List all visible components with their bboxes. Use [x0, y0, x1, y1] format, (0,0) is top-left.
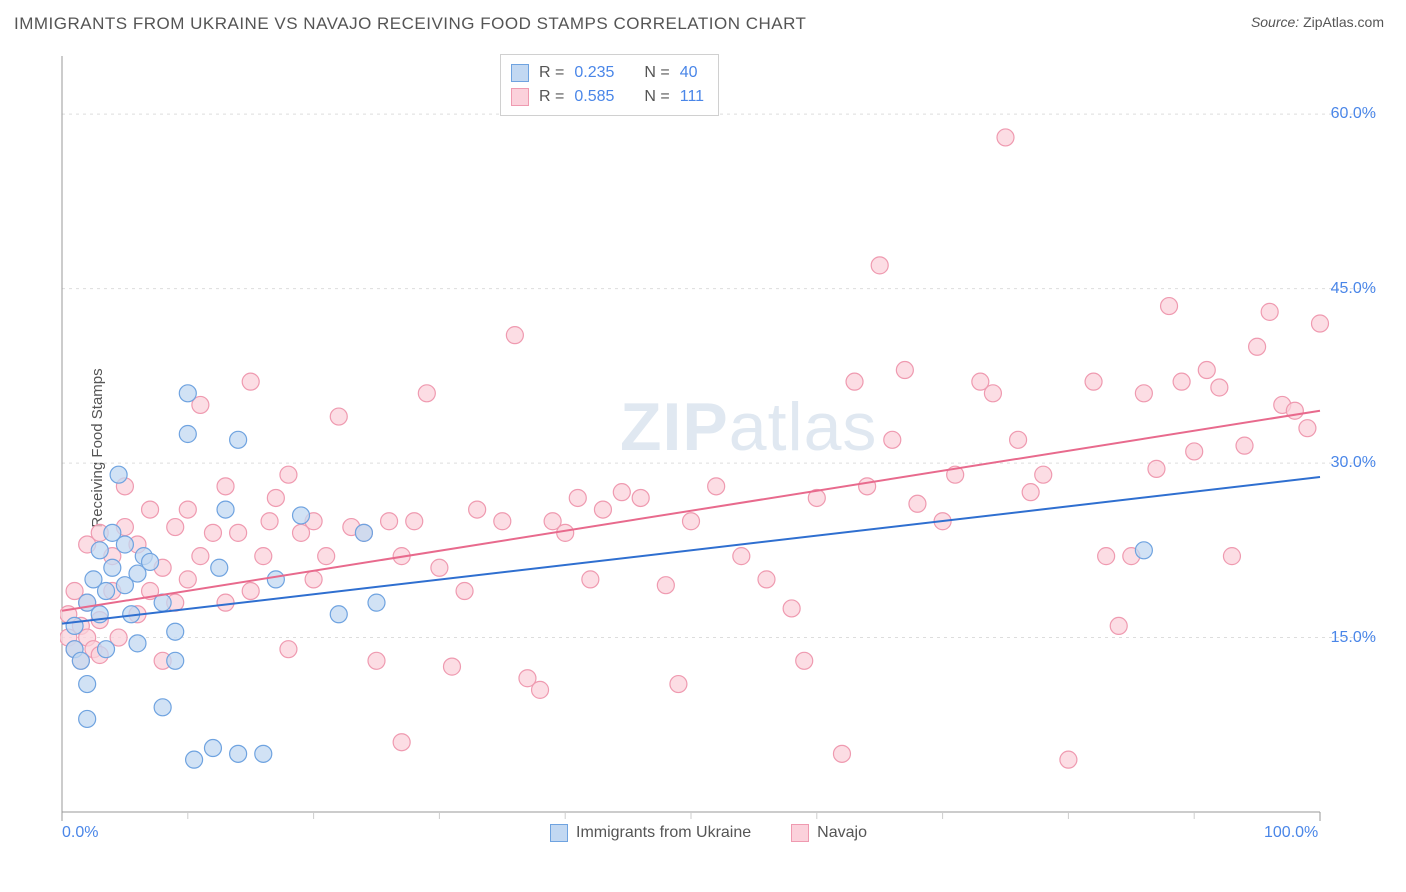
n-label: N = — [644, 61, 669, 85]
chart-svg — [60, 48, 1380, 848]
ytick-label: 30.0% — [1331, 454, 1376, 472]
ytick-label: 45.0% — [1331, 280, 1376, 298]
xtick-label: 0.0% — [62, 824, 98, 842]
chart-area: Receiving Food Stamps ZIPatlas R =0.235N… — [30, 48, 1390, 848]
chart-source: Source: ZipAtlas.com — [1251, 14, 1384, 30]
stats-row: R = 0.585 N = 111 — [511, 85, 704, 109]
legend-label: Immigrants from Ukraine — [576, 824, 751, 842]
legend-swatch — [550, 824, 568, 842]
n-label: N = — [644, 85, 669, 109]
xtick-label: 100.0% — [1264, 824, 1318, 842]
ytick-label: 60.0% — [1331, 105, 1376, 123]
legend-label: Navajo — [817, 824, 867, 842]
chart-title: IMMIGRANTS FROM UKRAINE VS NAVAJO RECEIV… — [14, 14, 806, 34]
stats-legend-box: R = 0.235 N = 40 R = 0.585 N = 111 — [500, 54, 719, 116]
legend-item: Immigrants from Ukraine — [550, 824, 751, 842]
r-label: R = — [539, 61, 564, 85]
n-value: 111 — [680, 85, 704, 109]
stats-row: R = 0.235 N = 40 — [511, 61, 704, 85]
legend-swatch — [791, 824, 809, 842]
ytick-label: 15.0% — [1331, 629, 1376, 647]
source-link[interactable]: ZipAtlas.com — [1303, 14, 1384, 30]
r-value: 0.235 — [574, 61, 614, 85]
x-axis-legend: Immigrants from Ukraine Navajo — [550, 824, 867, 842]
legend-swatch — [511, 64, 529, 82]
plot-area: ZIPatlas R =0.235N =40R =0.585N =111 Imm… — [60, 48, 1380, 848]
r-value: 0.585 — [574, 85, 614, 109]
legend-item: Navajo — [791, 824, 867, 842]
legend-swatch — [511, 88, 529, 106]
n-value: 40 — [680, 61, 698, 85]
r-label: R = — [539, 85, 564, 109]
chart-header: IMMIGRANTS FROM UKRAINE VS NAVAJO RECEIV… — [0, 0, 1406, 40]
